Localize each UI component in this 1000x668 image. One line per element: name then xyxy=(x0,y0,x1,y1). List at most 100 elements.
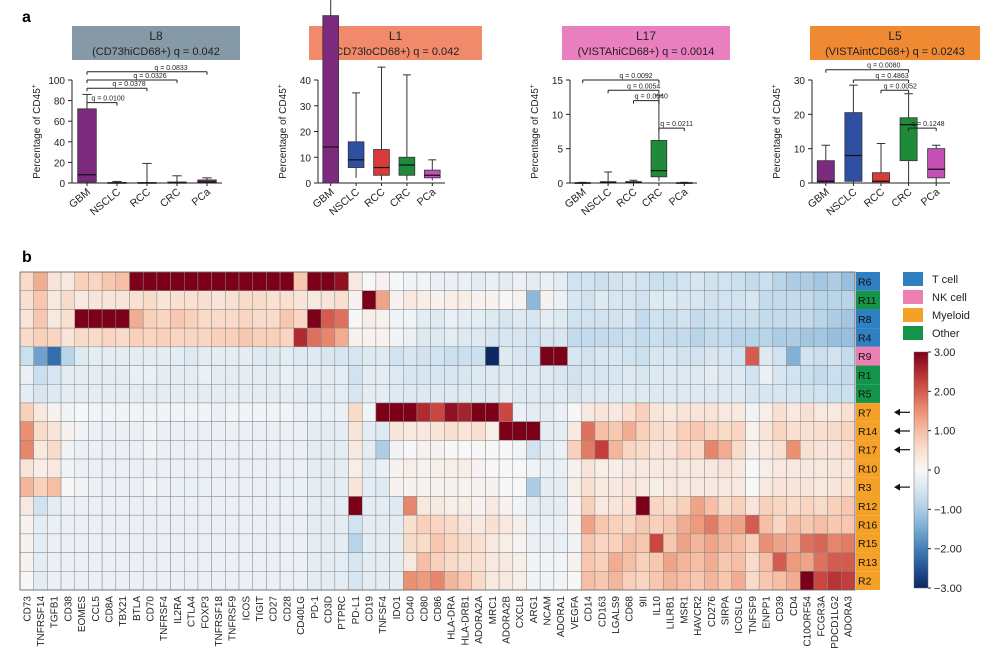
y-tick-label: 5 xyxy=(557,145,563,156)
heatmap-cell xyxy=(252,309,267,329)
heatmap-cell xyxy=(758,552,774,572)
heatmap-cell xyxy=(608,421,623,441)
heatmap-cell xyxy=(608,552,623,572)
box-PCa xyxy=(197,177,217,183)
box-NSCLC xyxy=(347,92,365,178)
subplot-2: L1 (CD73loCD68+) q = 0.042 0 10 20 30 40 Percen… xyxy=(277,0,482,218)
heatmap-cell xyxy=(197,383,212,404)
heatmap-cell xyxy=(772,477,787,497)
heatmap-cell xyxy=(101,402,117,422)
heatmap-cell xyxy=(115,290,130,310)
heatmap-cell xyxy=(156,496,171,516)
column-label: TNFRSF9 xyxy=(228,596,239,641)
heatmap-cell xyxy=(704,533,719,553)
heatmap-cell xyxy=(594,365,609,385)
heatmap-cell xyxy=(266,571,281,591)
heatmap-cell xyxy=(786,290,801,310)
heatmap-cell xyxy=(403,383,418,404)
heatmap-cell xyxy=(772,533,787,553)
heatmap-cell xyxy=(457,346,472,366)
heatmap-cell xyxy=(238,440,253,460)
heatmap-cell xyxy=(758,533,774,553)
heatmap-cell xyxy=(594,271,609,291)
heatmap-cell xyxy=(74,571,89,591)
heatmap-cell xyxy=(485,327,500,348)
heatmap-cell xyxy=(416,383,431,404)
heatmap-cell xyxy=(772,496,787,516)
heatmap-cell xyxy=(142,290,158,310)
heatmap-cell xyxy=(430,552,445,572)
heatmap-cell xyxy=(471,514,486,535)
heatmap-cell xyxy=(553,327,568,348)
heatmap-cell xyxy=(676,440,691,460)
heatmap-cell xyxy=(403,477,418,497)
heatmap-cell xyxy=(142,440,158,460)
heatmap-cell xyxy=(430,290,445,310)
heatmap-cell xyxy=(580,346,596,366)
x-tick-label: RCC xyxy=(614,186,639,210)
heatmap-cell xyxy=(799,271,815,291)
heatmap-cell xyxy=(430,365,445,385)
heatmap-cell xyxy=(129,496,144,516)
heatmap-cell xyxy=(649,496,664,516)
heatmap-cell xyxy=(101,514,117,535)
column-label: CD163 xyxy=(597,596,608,628)
heatmap-cell xyxy=(225,458,240,479)
heatmap-cell xyxy=(772,440,787,460)
column-label: 9II xyxy=(638,596,649,607)
heatmap-cell xyxy=(553,440,568,460)
heatmap-cell xyxy=(142,571,158,591)
heatmap-cell xyxy=(485,402,500,422)
heatmap-cell xyxy=(827,290,842,310)
heatmap-cell xyxy=(594,346,609,366)
heatmap-cell xyxy=(841,552,856,572)
heatmap-cell xyxy=(676,421,691,441)
heatmap-cell xyxy=(320,440,336,460)
heatmap-cell xyxy=(170,477,185,497)
heatmap-cell xyxy=(33,533,48,553)
heatmap-cell xyxy=(594,421,609,441)
y-axis-label: Percentage of CD45+ xyxy=(277,84,289,179)
heatmap-cell xyxy=(430,571,445,591)
x-tick-label: RCC xyxy=(862,186,887,210)
heatmap-cell xyxy=(772,421,787,441)
heatmap-cell xyxy=(471,346,486,366)
heatmap-cell xyxy=(717,271,733,291)
heatmap-cell xyxy=(403,533,418,553)
heatmap-cell xyxy=(649,552,664,572)
heatmap-cell xyxy=(786,458,801,479)
heatmap-cell xyxy=(334,533,349,553)
heatmap-cell xyxy=(33,458,48,479)
heatmap-cell xyxy=(457,309,472,329)
heatmap-cell xyxy=(567,571,582,591)
heatmap-cell xyxy=(416,365,431,385)
box-NSCLC xyxy=(599,171,617,184)
heatmap-cell xyxy=(471,402,486,422)
heatmap-cell xyxy=(389,514,404,535)
heatmap-cell xyxy=(279,421,295,441)
column-label: ADORA2B xyxy=(501,596,512,644)
heatmap-cell xyxy=(348,514,363,535)
row-label: R14 xyxy=(858,426,877,438)
heatmap-cell xyxy=(841,421,856,441)
heatmap-cell xyxy=(622,383,637,404)
legend-label: Myeloid xyxy=(932,310,970,322)
panel-b: b CD73 TNFRSF14 TGFB1 CD38 EOMES CCL5 CD8A TBX21… xyxy=(19,249,970,649)
heatmap-cell xyxy=(745,290,760,310)
heatmap-cell xyxy=(471,533,486,553)
box-RCC xyxy=(625,179,642,184)
heatmap-cell xyxy=(580,365,596,385)
heatmap-cell xyxy=(156,440,171,460)
heatmap-cell xyxy=(772,514,787,535)
y-axis-label-sup: + xyxy=(31,84,38,88)
heatmap-cell xyxy=(512,571,527,591)
heatmap-cell xyxy=(539,271,555,291)
heatmap-cell xyxy=(129,571,144,591)
heatmap-cell xyxy=(567,421,582,441)
heatmap-cell xyxy=(813,383,828,404)
heatmap-cell xyxy=(799,327,815,348)
heatmap-cell xyxy=(266,327,281,348)
row-group-strip xyxy=(856,533,880,553)
heatmap-cell xyxy=(471,571,486,591)
heatmap-cell xyxy=(485,571,500,591)
